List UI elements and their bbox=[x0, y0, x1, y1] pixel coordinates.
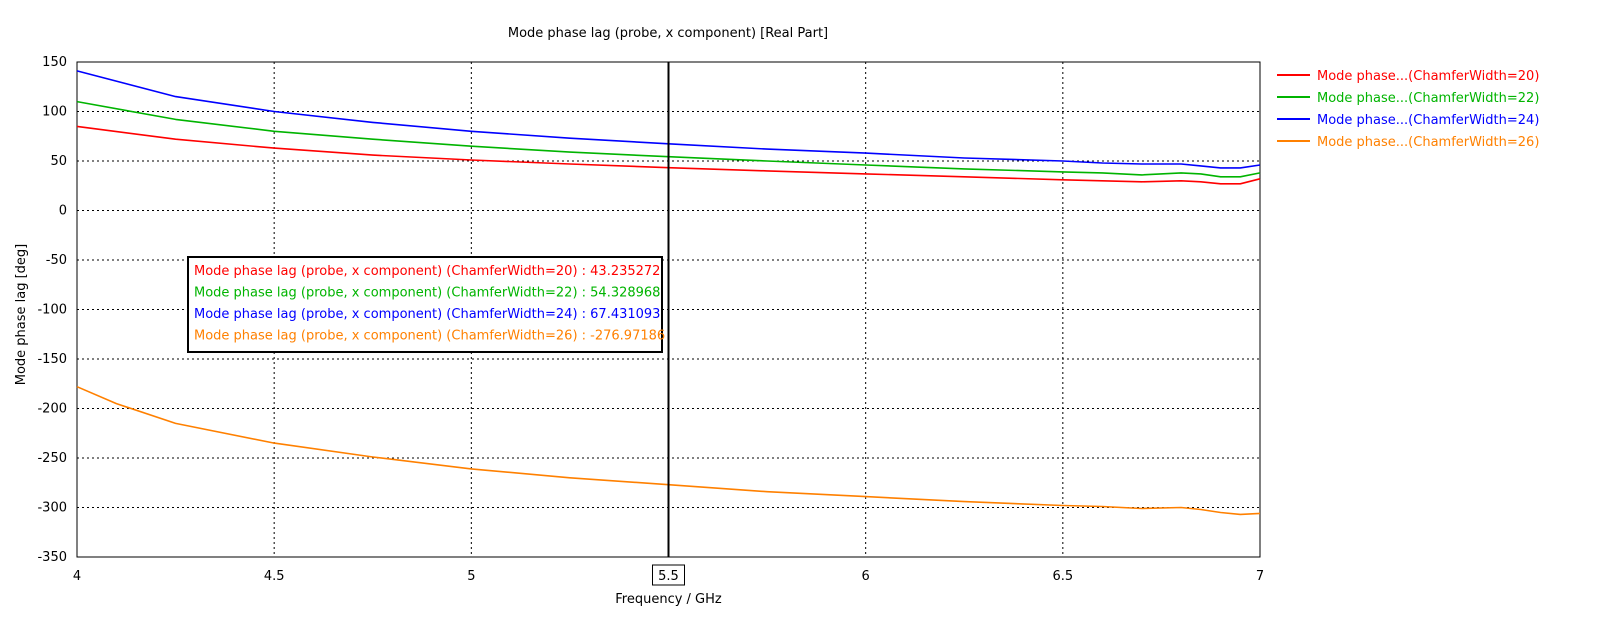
y-tick-label: -300 bbox=[37, 501, 67, 516]
marker-readout-lines: Mode phase lag (probe, x component) (Cha… bbox=[194, 264, 665, 344]
y-tick-label: 0 bbox=[59, 204, 67, 219]
legend-entry-3: Mode phase...(ChamferWidth=24) bbox=[1317, 113, 1539, 128]
x-tick-label: 4.5 bbox=[264, 569, 285, 584]
x-tick-label: 6.5 bbox=[1052, 569, 1073, 584]
y-axis-label: Mode phase lag [deg] bbox=[14, 244, 29, 386]
readout-line-4: Mode phase lag (probe, x component) (Cha… bbox=[194, 329, 665, 344]
y-tick-label: -100 bbox=[37, 303, 67, 318]
y-tick-label: -350 bbox=[37, 550, 67, 565]
x-tick-label: 7 bbox=[1256, 569, 1264, 584]
x-axis-ticks: 4 4.5 5 6 6.5 7 bbox=[73, 569, 1264, 584]
x-tick-label: 5 bbox=[467, 569, 475, 584]
series-line-2 bbox=[76, 100, 1261, 178]
x-tick-label: 6 bbox=[862, 569, 870, 584]
marker-readout-box bbox=[187, 256, 663, 353]
readout-line-2: Mode phase lag (probe, x component) (Cha… bbox=[194, 286, 660, 301]
readout-line-3: Mode phase lag (probe, x component) (Cha… bbox=[194, 307, 660, 322]
y-tick-label: 100 bbox=[42, 105, 67, 120]
legend: Mode phase...(ChamferWidth=20) Mode phase… bbox=[1277, 69, 1539, 150]
legend-entry-2: Mode phase...(ChamferWidth=22) bbox=[1317, 91, 1539, 106]
y-tick-label: 50 bbox=[50, 154, 67, 169]
frequency-marker-label: 5.5 bbox=[658, 569, 679, 584]
readout-line-1: Mode phase lag (probe, x component) (Cha… bbox=[194, 264, 660, 279]
frequency-marker-label-box[interactable] bbox=[652, 564, 685, 586]
y-tick-label: -50 bbox=[46, 253, 67, 268]
y-tick-label: 150 bbox=[42, 55, 67, 70]
series-line-4 bbox=[76, 385, 1261, 516]
y-axis-ticks: 150 100 50 0 -50 -100 -150 -200 -250 -300 -350 bbox=[37, 55, 67, 565]
y-tick-label: -200 bbox=[37, 402, 67, 417]
chart-title: Mode phase lag (probe, x component) [Rea… bbox=[508, 26, 828, 41]
series-line-1 bbox=[76, 125, 1261, 185]
y-tick-label: -150 bbox=[37, 352, 67, 367]
y-tick-label: -250 bbox=[37, 451, 67, 466]
x-axis-label: Frequency / GHz bbox=[615, 592, 722, 607]
series-lines bbox=[76, 70, 1261, 516]
legend-entry-4: Mode phase...(ChamferWidth=26) bbox=[1317, 135, 1539, 150]
x-tick-label: 4 bbox=[73, 569, 81, 584]
series-line-3 bbox=[76, 70, 1261, 169]
legend-entry-1: Mode phase...(ChamferWidth=20) bbox=[1317, 69, 1539, 84]
